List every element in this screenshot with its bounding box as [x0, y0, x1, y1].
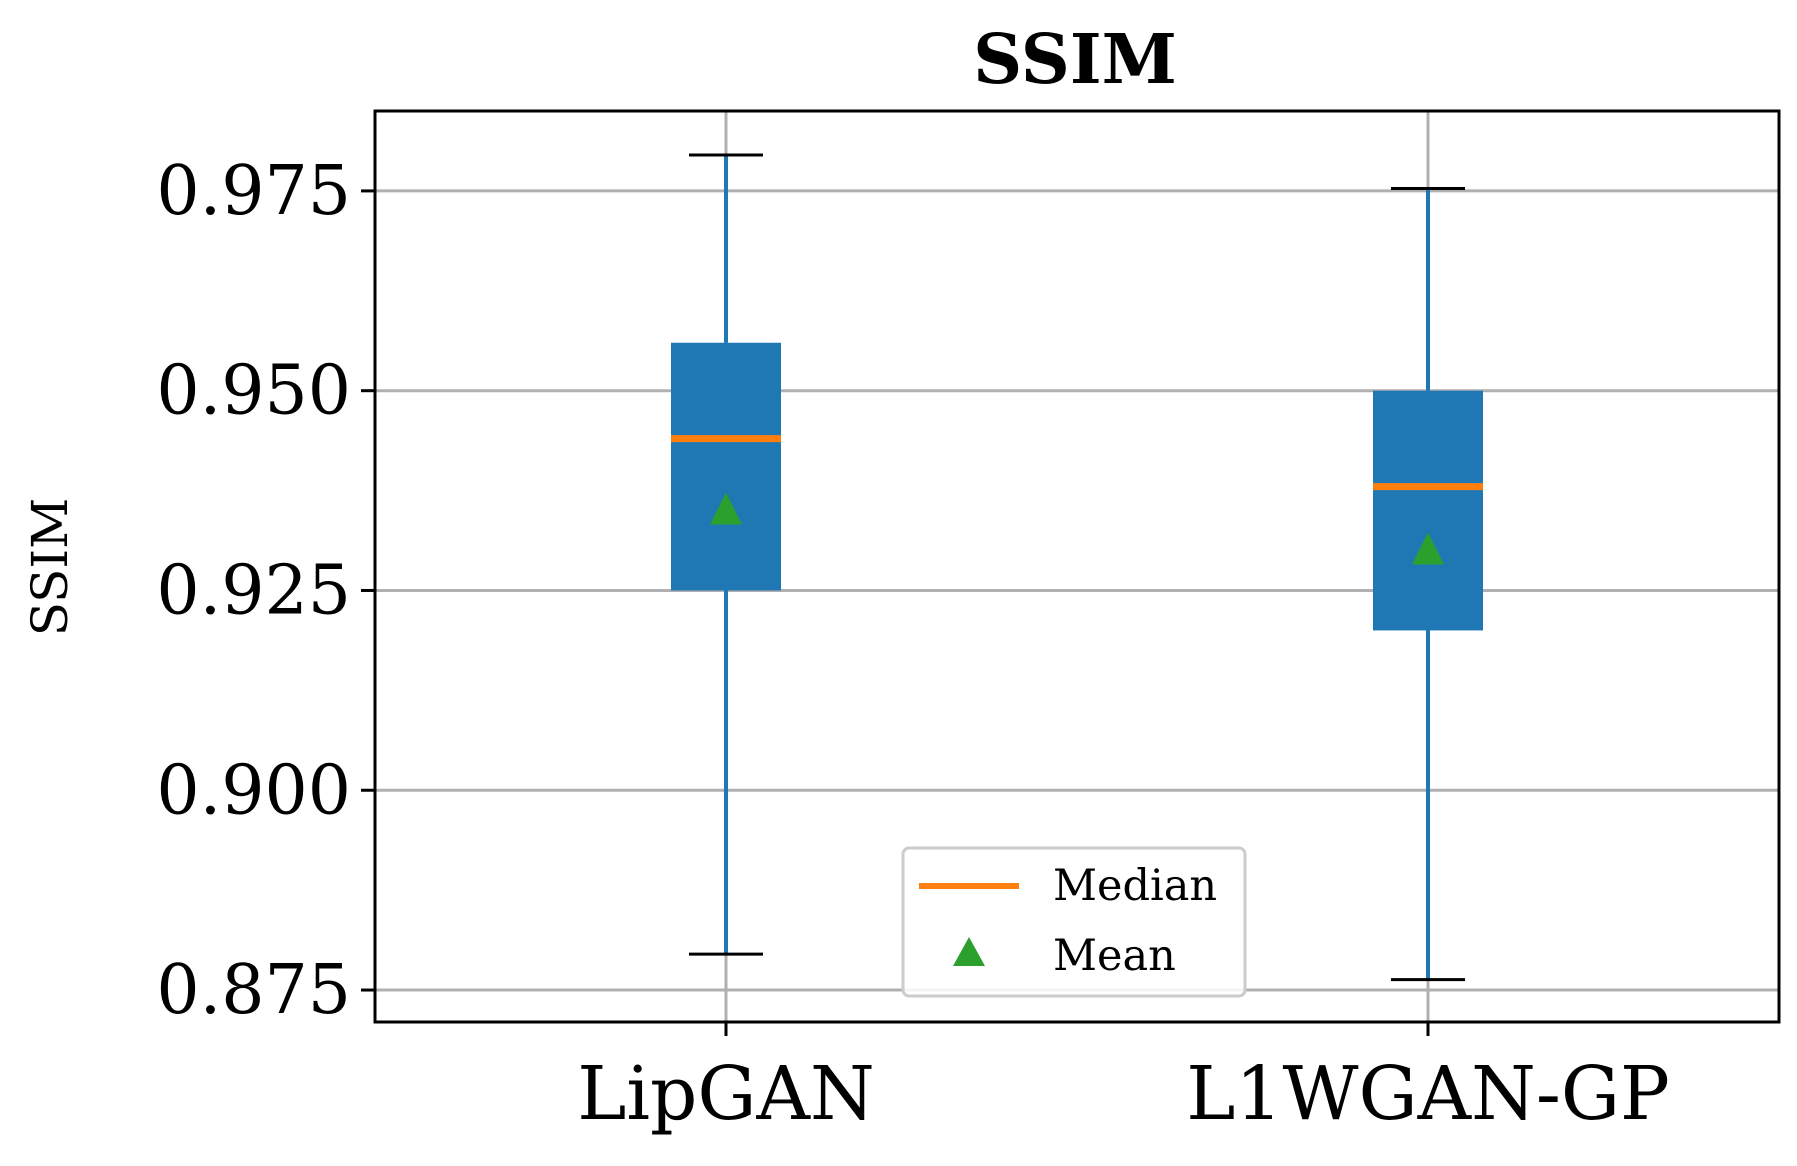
y-tick-label: 0.900 [156, 751, 351, 830]
box-layer [671, 153, 1483, 982]
y-tick-label: 0.875 [156, 951, 351, 1030]
mean-marker [710, 492, 742, 525]
plot-area-frame [373, 109, 1781, 1024]
y-axis-label: SSIM [21, 498, 79, 637]
x-tick-label: LipGAN [577, 1051, 874, 1137]
chart-title: SSIM [973, 20, 1177, 100]
box-l1wgan-gp [1373, 187, 1483, 982]
mean-marker [1412, 532, 1444, 565]
iqr-box [671, 342, 781, 591]
tick-layer: 0.875 0.900 0.925 0.950 0.975 LipGAN L1WGAN-GP [156, 152, 1669, 1137]
y-tick-label: 0.925 [156, 551, 351, 630]
legend: Median Mean [901, 846, 1247, 998]
box-lipgan [671, 153, 781, 956]
legend-label-mean: Mean [1053, 931, 1176, 981]
x-tick-label: L1WGAN-GP [1186, 1051, 1670, 1137]
y-tick-label: 0.950 [156, 352, 351, 431]
y-tick-label: 0.975 [156, 152, 351, 231]
legend-mean-swatch [953, 937, 985, 966]
legend-label-median: Median [1053, 861, 1217, 911]
iqr-box [1373, 390, 1483, 631]
